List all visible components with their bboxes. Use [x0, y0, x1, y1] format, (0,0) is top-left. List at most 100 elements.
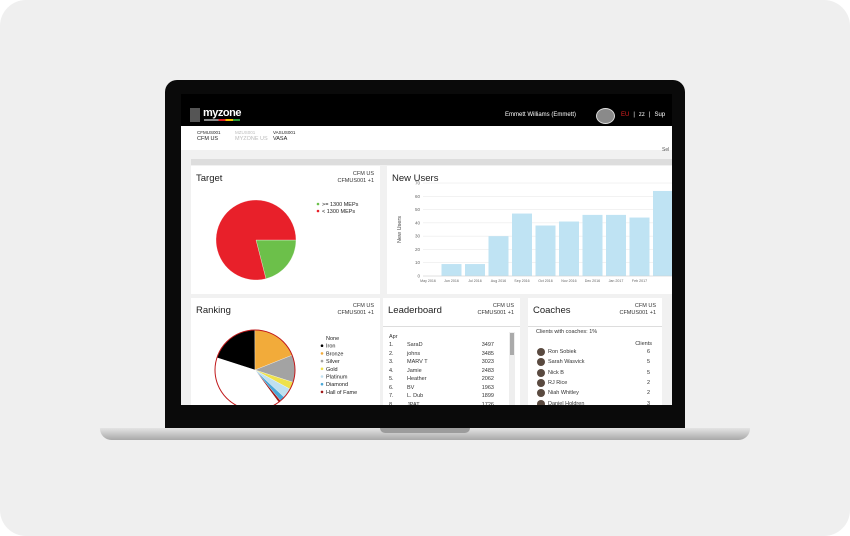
member-name[interactable]: SaraD — [407, 342, 423, 348]
bar[interactable] — [653, 190, 672, 276]
tab[interactable]: MZUS001 MYZONE US — [235, 129, 268, 143]
bar[interactable] — [465, 264, 485, 276]
legend-label[interactable]: Hall of Fame — [326, 390, 357, 396]
header-link[interactable]: EU — [621, 112, 630, 118]
y-axis-label: New Users — [397, 216, 403, 243]
coach-name[interactable]: Niah Whitley — [548, 390, 579, 397]
scrollbar[interactable] — [509, 332, 515, 405]
bar-chart: 0 10 20 30 40 50 60 70 New Users May 2016 Jun 2016… — [397, 181, 672, 283]
legend-label[interactable]: >= 1300 MEPs — [322, 202, 359, 208]
bar[interactable] — [535, 225, 556, 276]
tab-code: MZUS001 — [235, 130, 256, 135]
tab-code: VASUS001 — [273, 130, 296, 135]
x-tick-label: May 2016 — [420, 279, 436, 283]
bar[interactable] — [606, 214, 626, 276]
legend-label[interactable]: Gold — [326, 367, 338, 373]
score: 2483 — [481, 367, 494, 374]
legend-dot — [320, 390, 324, 394]
location: CFM US — [492, 303, 514, 309]
member-name[interactable]: johns — [407, 350, 421, 357]
member-name[interactable]: MARV T — [407, 359, 428, 365]
user-name[interactable]: Emmett Williams (Emmett) — [505, 112, 576, 118]
coaches-panel: Coaches CFM US CFMUS001 +1 Clients with c… — [528, 298, 662, 405]
y-tick-label: 20 — [415, 247, 421, 252]
bar[interactable] — [629, 217, 650, 276]
header-link[interactable]: Sup — [654, 112, 666, 118]
legend-label[interactable]: Diamond — [326, 382, 348, 388]
member-name[interactable]: Heather — [407, 376, 427, 382]
coach-avatar — [537, 368, 545, 377]
location: CFM US — [352, 303, 374, 309]
pie-outline — [214, 329, 296, 405]
score: 2062 — [481, 376, 494, 382]
member-name[interactable]: L. Dub — [407, 393, 424, 399]
legend-label[interactable]: Iron — [326, 344, 335, 350]
panel-title: Ranking — [196, 305, 231, 316]
coach-name[interactable]: RJ Rice — [548, 379, 568, 386]
legend-dot — [320, 336, 324, 340]
coach-name[interactable]: Daniel Holdren — [548, 400, 585, 406]
legend-dot — [316, 202, 320, 206]
x-tick-label: Feb 2017 — [632, 279, 647, 283]
logo-bar — [204, 119, 240, 121]
legend-label[interactable]: Bronze — [326, 351, 343, 357]
client-count: 2 — [646, 379, 650, 386]
logo[interactable]: myzone — [203, 107, 241, 119]
score: 3023 — [481, 359, 494, 365]
legend-dot — [320, 382, 324, 386]
laptop-notch — [380, 428, 470, 433]
rank: 8. — [389, 401, 394, 406]
panel-location: CFM US CFMUS001 +1 — [477, 303, 514, 317]
bar[interactable] — [512, 213, 532, 276]
member-name[interactable]: JPAT — [407, 401, 420, 406]
legend-dot — [316, 209, 320, 213]
select-label[interactable]: Sel — [662, 147, 670, 153]
panel-title: Coaches — [533, 305, 571, 316]
x-tick-label: Jan 2017 — [609, 279, 624, 283]
score: 1726 — [481, 401, 494, 406]
coach-avatar — [537, 358, 545, 367]
y-tick-label: 0 — [417, 274, 420, 279]
y-tick-label: 40 — [415, 220, 421, 225]
legend-label[interactable]: None — [326, 336, 339, 342]
club: CFMUS001 +1 — [337, 178, 374, 184]
bar[interactable] — [441, 264, 462, 276]
avatar[interactable] — [596, 108, 615, 124]
bar[interactable] — [488, 236, 509, 276]
coach-name[interactable]: Ron Sobiek — [548, 349, 577, 355]
client-count: 2 — [646, 390, 650, 397]
header-link[interactable]: | — [633, 112, 635, 118]
header-link[interactable]: | — [648, 112, 651, 118]
legend-label[interactable]: < 1300 MEPs — [322, 209, 355, 215]
header-link[interactable]: zz — [638, 112, 645, 118]
coach-name[interactable]: Sarah Wasvick — [548, 359, 585, 366]
score: 1963 — [481, 384, 494, 391]
scroll-thumb[interactable] — [510, 333, 514, 355]
legend-dot — [320, 352, 324, 355]
club: CFMUS001 +1 — [477, 310, 514, 316]
laptop-base — [100, 428, 750, 440]
bar[interactable] — [582, 214, 603, 276]
coach-avatar — [537, 389, 545, 398]
legend-dot — [320, 367, 324, 371]
rule — [383, 326, 520, 327]
legend-dot — [320, 344, 324, 347]
coach-avatar — [537, 399, 545, 405]
panel-title: Leaderboard — [388, 305, 442, 316]
legend-label[interactable]: Platinum — [326, 375, 348, 381]
panel-location: CFM US CFMUS001 +1 — [619, 303, 656, 317]
legend-label[interactable]: Silver — [326, 359, 340, 365]
pie-chart: >= 1300 MEPs< 1300 MEPs — [215, 199, 359, 281]
bar[interactable] — [559, 221, 579, 276]
tab-name: MYZONE US — [235, 136, 268, 142]
member-name[interactable]: BV — [407, 384, 415, 391]
coach-name[interactable]: Nick B — [548, 369, 564, 376]
rank: 7. — [389, 393, 394, 399]
member-name[interactable]: Jamie — [407, 367, 422, 374]
score: 3497 — [481, 342, 494, 348]
rank: 4. — [389, 367, 394, 374]
x-tick-label: Nov 2016 — [561, 279, 576, 283]
tab[interactable]: CFMUS001 CFM US — [197, 129, 221, 143]
tab-name: VASA — [273, 136, 288, 142]
tab[interactable]: VASUS001 VASA — [273, 129, 295, 143]
